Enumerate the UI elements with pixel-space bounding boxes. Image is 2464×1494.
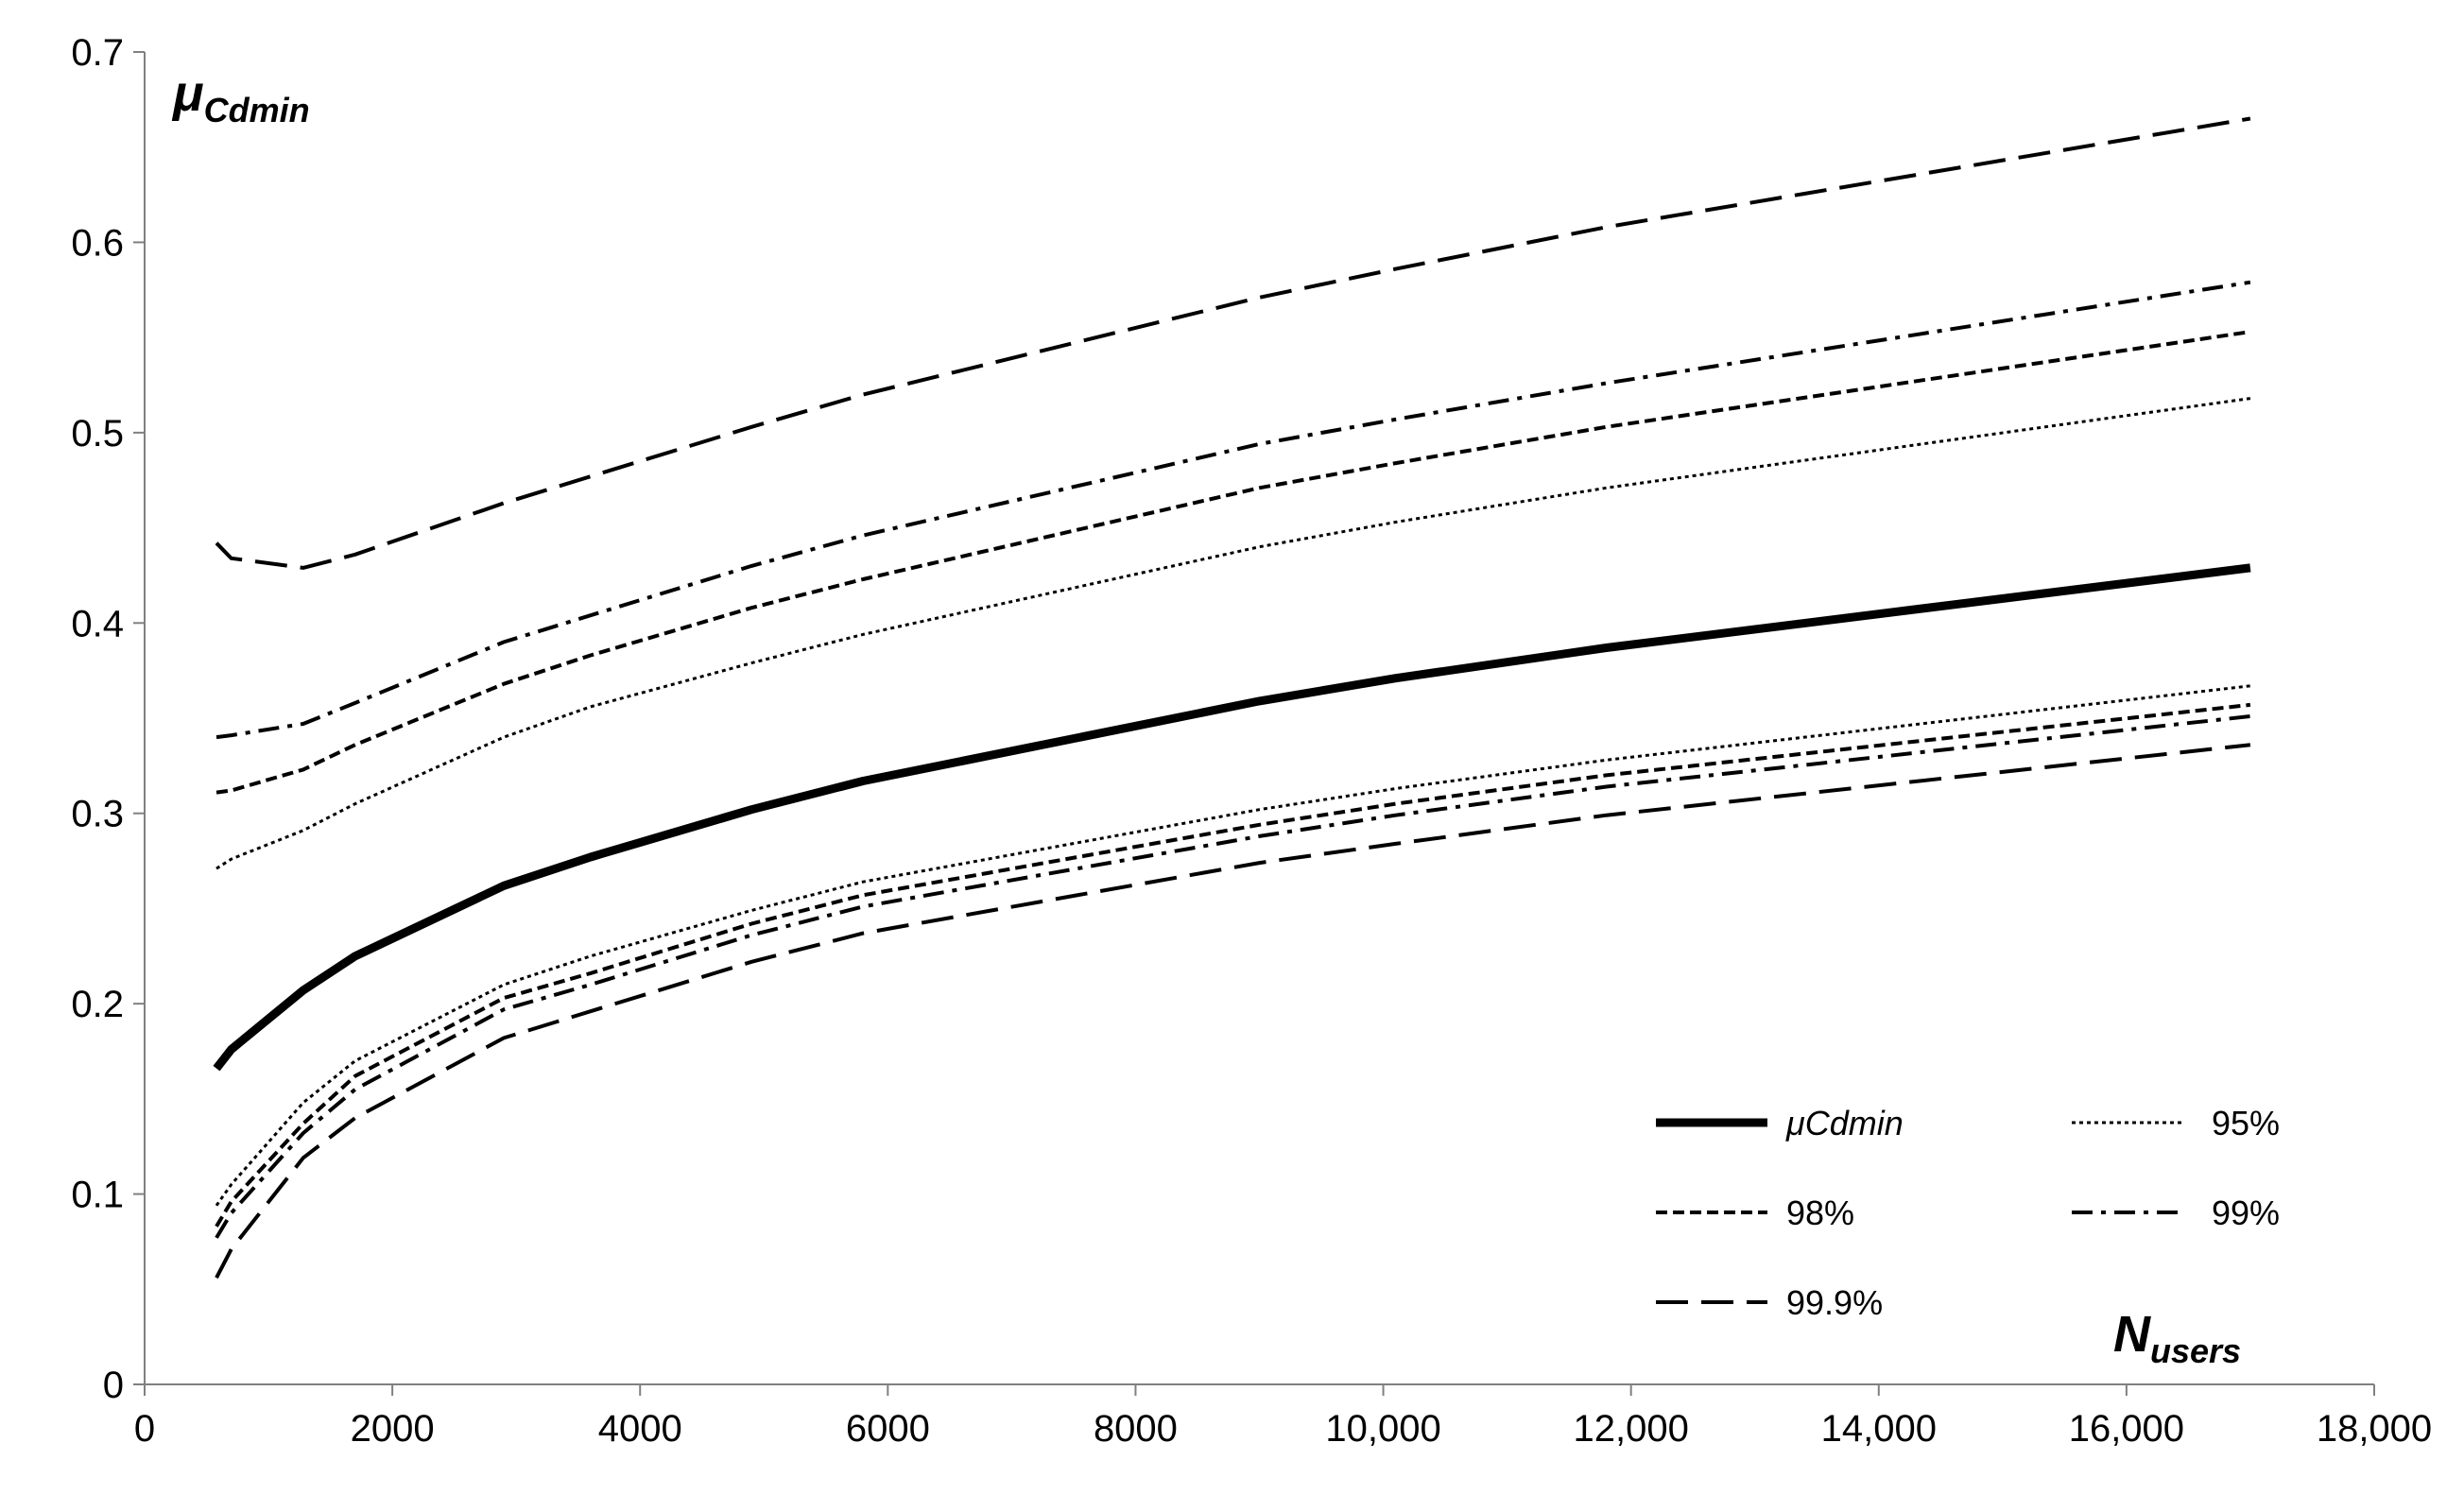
legend-label: 99.9%	[1786, 1283, 1883, 1322]
x-tick-label: 8000	[1094, 1408, 1178, 1450]
x-tick-label: 14,000	[1821, 1408, 1937, 1450]
x-tick-label: 16,000	[2069, 1408, 2184, 1450]
x-tick-label: 12,000	[1573, 1408, 1688, 1450]
y-tick-label: 0.7	[71, 32, 124, 74]
x-tick-label: 18,000	[2317, 1408, 2432, 1450]
y-tick-label: 0.1	[71, 1175, 124, 1216]
legend-label: 99%	[2212, 1193, 2280, 1232]
x-axis-title-sub: users	[2150, 1331, 2241, 1370]
series-line-99-9pct-lower	[215, 743, 2251, 1279]
axes: 0 0.1 0.2 0.3 0.4 0.5 0.6 0.7 0 2000 4000 6000 8000 1…	[71, 32, 2432, 1450]
series-line-95pct-lower	[215, 684, 2251, 1207]
x-tick-label: 4000	[598, 1408, 682, 1450]
series-line-99-9pct-upper	[215, 116, 2251, 570]
y-tick-label: 0	[103, 1365, 124, 1406]
x-tick-label: 2000	[351, 1408, 435, 1450]
y-tick-label: 0.6	[71, 222, 124, 264]
y-axis-title-sub: Cdmin	[204, 91, 310, 129]
y-tick-label: 0.4	[71, 603, 124, 644]
x-tick-label: 0	[134, 1408, 155, 1450]
x-axis-title: Nusers	[2113, 1306, 2241, 1370]
series-line-99pct-lower	[215, 714, 2251, 1239]
series-line-mean	[213, 563, 2251, 1072]
legend-label: 98%	[1786, 1193, 1854, 1232]
series-line-95pct-upper	[215, 397, 2251, 870]
y-tick-label: 0.2	[71, 984, 124, 1025]
legend-label: 95%	[2212, 1104, 2280, 1142]
x-tick-label: 10,000	[1325, 1408, 1440, 1450]
series-layer	[213, 116, 2251, 1279]
x-tick-label: 6000	[846, 1408, 930, 1450]
series-line-98pct-lower	[215, 702, 2251, 1228]
legend: μCdmin 95% 98% 99% 99.9%	[1656, 1104, 2280, 1322]
series-line-99pct-upper	[215, 280, 2251, 740]
y-tick-label: 0.3	[71, 794, 124, 835]
x-axis-title-main: N	[2113, 1306, 2151, 1363]
y-tick-label: 0.5	[71, 413, 124, 455]
y-axis-title: μCdmin	[171, 65, 310, 129]
y-axis-title-main: μ	[171, 65, 204, 122]
legend-label: μCdmin	[1785, 1104, 1904, 1142]
series-line-98pct-upper	[215, 330, 2251, 795]
